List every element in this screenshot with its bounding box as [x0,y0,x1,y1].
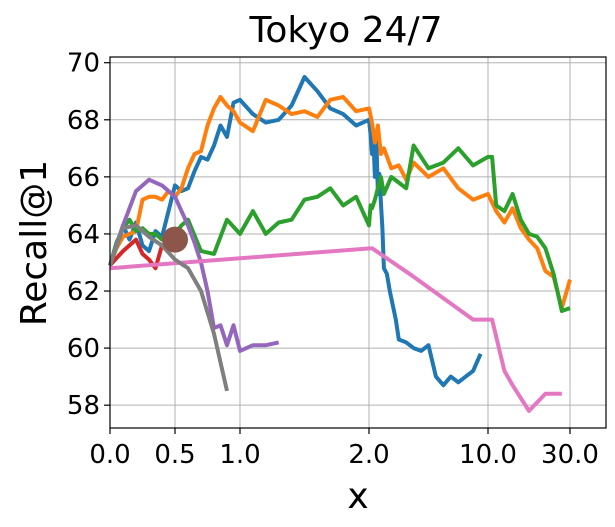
plot-frame [109,56,607,429]
series-5-marker [162,226,188,253]
y-tick-label: 70 [67,49,100,79]
y-tick-label: 62 [67,277,100,307]
series-0-line [108,75,483,388]
series-6-line [109,246,562,413]
y-tick-label: 68 [67,106,100,136]
x-axis: 0.0 0.5 1.0 2.0 10.0 30.0 [89,428,599,470]
y-tick-label: 60 [67,334,100,364]
y-tick-label: 64 [67,220,100,250]
x-tick-label: 1.0 [219,440,260,470]
x-tick-label: 30.0 [541,440,599,470]
y-tick-label: 66 [67,163,100,193]
chart-title: Tokyo 24/7 [248,10,442,51]
x-tick-label: 0.5 [154,440,195,470]
y-axis-title: Recall@1 [14,160,55,326]
y-axis: 58 60 62 64 66 68 70 [67,49,110,421]
plot-area [108,75,572,413]
series-7-line [108,223,229,392]
x-tick-label: 2.0 [348,440,389,470]
x-axis-title: x [347,476,368,517]
x-tick-label: 0.0 [89,440,130,470]
y-tick-label: 58 [67,391,100,421]
x-tick-label: 10.0 [459,440,517,470]
